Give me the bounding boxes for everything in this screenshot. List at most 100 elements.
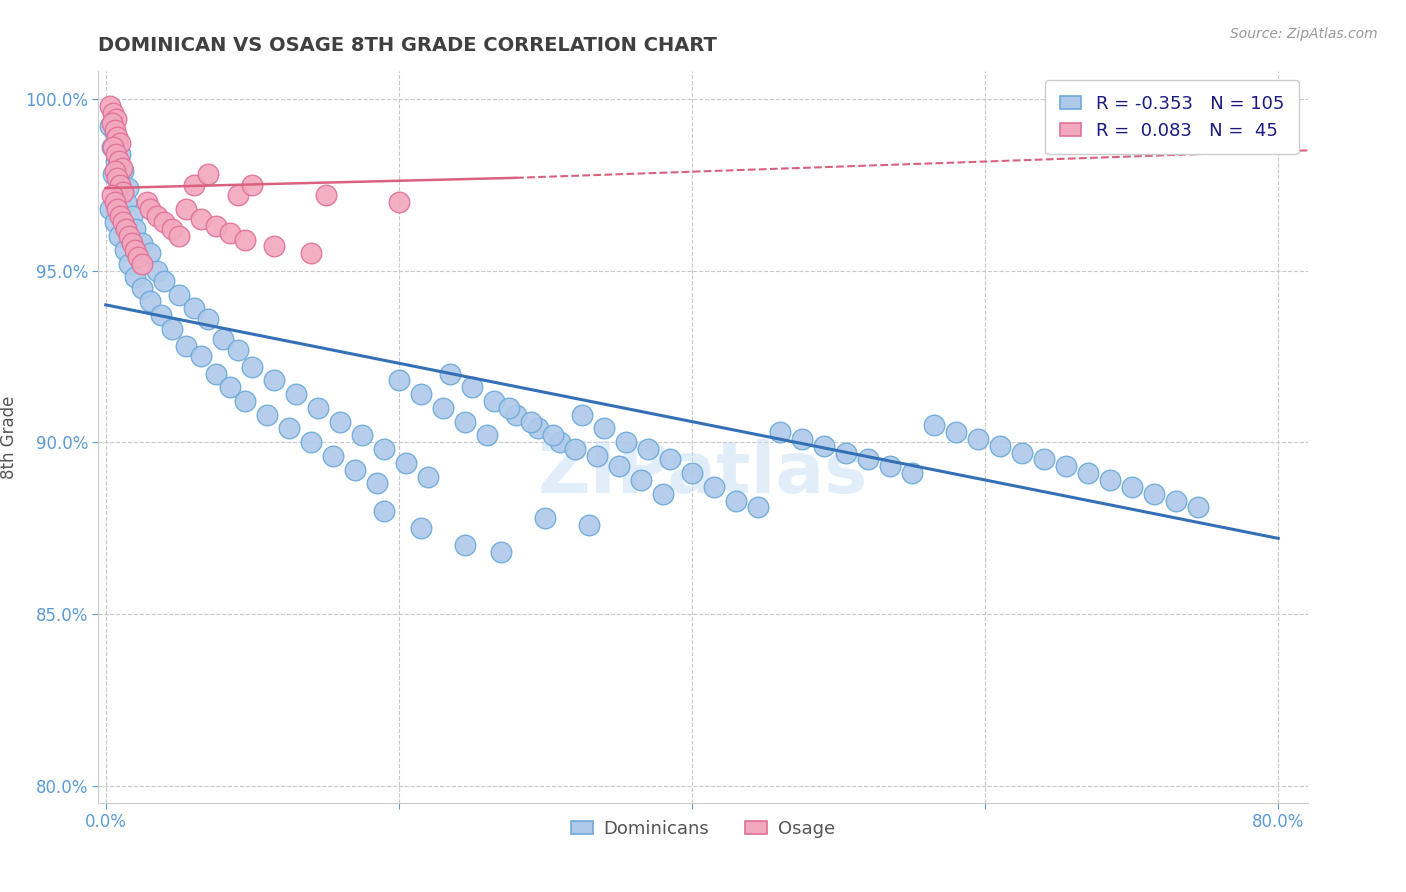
Point	[135, 194, 157, 209]
Point	[167, 229, 190, 244]
Point	[138, 294, 160, 309]
Point	[219, 380, 242, 394]
Point	[256, 408, 278, 422]
Point	[856, 452, 879, 467]
Point	[482, 394, 505, 409]
Point	[167, 287, 190, 301]
Point	[100, 116, 122, 130]
Point	[131, 257, 153, 271]
Point	[1098, 473, 1121, 487]
Point	[197, 311, 219, 326]
Point	[121, 209, 143, 223]
Point	[651, 487, 673, 501]
Point	[176, 339, 198, 353]
Point	[1032, 452, 1054, 467]
Point	[571, 408, 593, 422]
Point	[146, 209, 169, 223]
Point	[183, 301, 205, 316]
Point	[724, 493, 747, 508]
Point	[637, 442, 659, 456]
Point	[103, 164, 125, 178]
Point	[352, 428, 374, 442]
Point	[454, 538, 477, 552]
Point	[607, 459, 630, 474]
Point	[813, 439, 835, 453]
Point	[541, 428, 564, 442]
Point	[107, 136, 129, 151]
Point	[564, 442, 586, 456]
Point	[190, 350, 212, 364]
Point	[534, 510, 557, 524]
Point	[299, 435, 322, 450]
Text: DOMINICAN VS OSAGE 8TH GRADE CORRELATION CHART: DOMINICAN VS OSAGE 8TH GRADE CORRELATION…	[98, 36, 717, 54]
Point	[388, 373, 411, 387]
Point	[659, 452, 682, 467]
Point	[112, 185, 135, 199]
Point	[285, 387, 308, 401]
Point	[121, 235, 143, 250]
Point	[107, 202, 129, 216]
Point	[409, 521, 432, 535]
Point	[630, 473, 652, 487]
Point	[190, 212, 212, 227]
Point	[114, 243, 136, 257]
Point	[585, 449, 607, 463]
Point	[124, 222, 146, 236]
Point	[790, 432, 813, 446]
Point	[160, 222, 183, 236]
Point	[901, 466, 924, 480]
Point	[98, 98, 121, 112]
Point	[183, 178, 205, 192]
Point	[409, 387, 432, 401]
Point	[146, 263, 169, 277]
Point	[127, 250, 149, 264]
Point	[131, 235, 153, 250]
Point	[439, 367, 461, 381]
Point	[112, 215, 135, 229]
Point	[432, 401, 454, 415]
Point	[329, 415, 352, 429]
Point	[160, 322, 183, 336]
Point	[966, 432, 988, 446]
Point	[278, 421, 301, 435]
Point	[1077, 466, 1099, 480]
Point	[747, 500, 769, 515]
Point	[263, 373, 285, 387]
Point	[1143, 487, 1166, 501]
Point	[527, 421, 550, 435]
Point	[98, 120, 121, 134]
Point	[226, 188, 249, 202]
Point	[475, 428, 498, 442]
Text: Source: ZipAtlas.com: Source: ZipAtlas.com	[1230, 27, 1378, 41]
Point	[138, 246, 160, 260]
Point	[100, 140, 122, 154]
Point	[1121, 480, 1143, 494]
Point	[703, 480, 725, 494]
Point	[593, 421, 616, 435]
Legend: Dominicans, Osage: Dominicans, Osage	[564, 813, 842, 845]
Point	[204, 219, 226, 233]
Point	[111, 188, 134, 202]
Point	[118, 229, 141, 244]
Point	[307, 401, 329, 415]
Point	[233, 394, 256, 409]
Point	[115, 222, 138, 236]
Point	[108, 174, 131, 188]
Point	[1011, 445, 1033, 459]
Point	[322, 449, 344, 463]
Point	[769, 425, 792, 439]
Point	[315, 188, 337, 202]
Point	[105, 153, 128, 168]
Point	[226, 343, 249, 357]
Point	[520, 415, 543, 429]
Point	[922, 418, 945, 433]
Point	[101, 105, 124, 120]
Point	[945, 425, 967, 439]
Point	[110, 178, 132, 192]
Point	[150, 308, 173, 322]
Point	[366, 476, 388, 491]
Point	[108, 229, 131, 244]
Point	[505, 408, 527, 422]
Point	[240, 359, 263, 374]
Point	[110, 136, 132, 151]
